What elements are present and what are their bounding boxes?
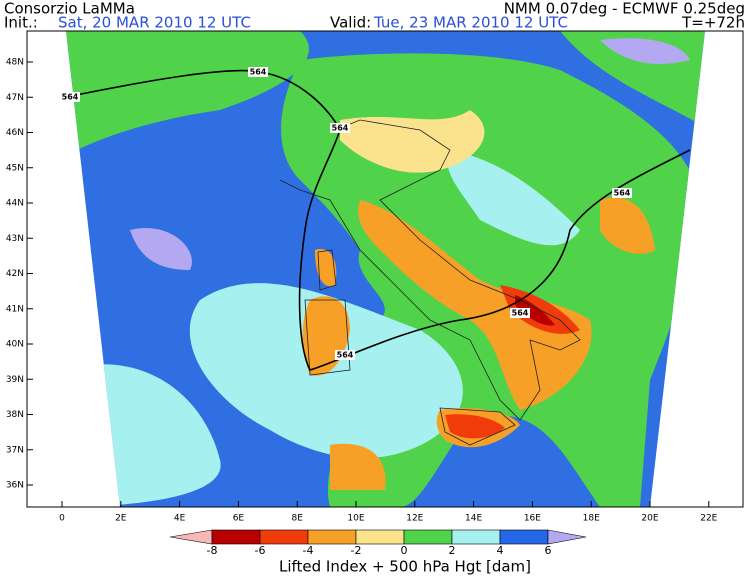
model: NMM 0.07deg - ECMWF 0.25deg (504, 0, 745, 18)
lat-label: 42N (6, 269, 24, 279)
lon-label: 18E (583, 514, 600, 524)
coastline (279, 119, 581, 421)
lat-label: 36N (6, 481, 24, 491)
colorbar-label: Lifted Index + 500 hPa Hgt [dam] (279, 558, 531, 576)
colorbar-segment (355, 529, 405, 545)
colorbar-tick: -8 (207, 544, 218, 557)
lat-label: 41N (6, 304, 24, 314)
lon-label: 14E (465, 514, 482, 524)
field-orange (315, 249, 337, 287)
colorbar-tick: -4 (303, 544, 314, 557)
field-red (445, 414, 505, 439)
contour-label: 564 (332, 124, 349, 133)
colorbar-tick: 2 (449, 544, 456, 557)
colorbar-tick: 6 (545, 544, 552, 557)
contour-label: 564 (614, 189, 631, 198)
contour-label: 564 (337, 351, 354, 360)
colorbar-tick: 0 (401, 544, 408, 557)
contour-label-box (248, 67, 268, 77)
map-frame (26, 30, 744, 508)
lat-label: 47N (6, 93, 24, 103)
lat-label: 43N (6, 234, 24, 244)
valid-date: Tue, 23 MAR 2010 12 UTC (373, 14, 568, 32)
colorbar-tick: 4 (497, 544, 504, 557)
contour-label-box (330, 123, 350, 133)
lon-label: 10E (347, 514, 364, 524)
colorbar-segment (499, 529, 549, 545)
field-orange (600, 197, 655, 254)
valid-label: Valid: (330, 14, 371, 32)
field-orange (330, 443, 386, 490)
init-date: Sat, 20 MAR 2010 12 UTC (58, 14, 251, 32)
field-lavender (130, 38, 690, 271)
lon-label: 0 (59, 514, 65, 524)
lat-label: 44N (6, 199, 24, 209)
lon-label: 4E (174, 514, 186, 524)
colorbar: -8 -6 -4 -2 0 2 4 6 (169, 529, 587, 557)
colorbar-segment (403, 529, 453, 545)
map (26, 30, 744, 508)
colorbar-segment (259, 529, 309, 545)
lat-label: 38N (6, 410, 24, 420)
contour-label: 564 (62, 93, 79, 102)
lon-label: 16E (524, 514, 541, 524)
lon-label: 2E (115, 514, 127, 524)
contour-label: 564 (250, 68, 267, 77)
lead-time: T=+72h (681, 14, 745, 32)
lon-label: 12E (406, 514, 423, 524)
lat-label: 37N (6, 445, 24, 455)
colorbar-tick: -2 (351, 544, 362, 557)
contour-label-box (60, 92, 80, 102)
colorbar-segment (307, 529, 357, 545)
lon-label: 6E (233, 514, 245, 524)
lat-label: 46N (6, 128, 24, 138)
islands (304, 249, 516, 446)
lon-label: 8E (291, 514, 303, 524)
field-green (66, 31, 309, 160)
lat-label: 48N (6, 58, 24, 68)
field-cyan (447, 150, 580, 246)
colorbar-cap (547, 529, 587, 545)
contour-label-box (335, 350, 355, 360)
colorbar-segment (211, 529, 261, 545)
contour-label-box (510, 308, 530, 318)
contour-label-box (612, 188, 632, 198)
lat-label: 40N (6, 340, 24, 350)
lat-label: 39N (6, 375, 24, 385)
contour-label: 564 (512, 309, 529, 318)
init-label: Init.: (4, 14, 38, 32)
lat-label: 45N (6, 163, 24, 173)
field-yellow (340, 110, 485, 173)
lon-label: 22E (700, 514, 717, 524)
lon-label: 20E (641, 514, 658, 524)
colorbar-tick: -6 (255, 544, 266, 557)
colorbar-segment (451, 529, 501, 545)
title: Consorzio LaMMa (4, 0, 135, 18)
